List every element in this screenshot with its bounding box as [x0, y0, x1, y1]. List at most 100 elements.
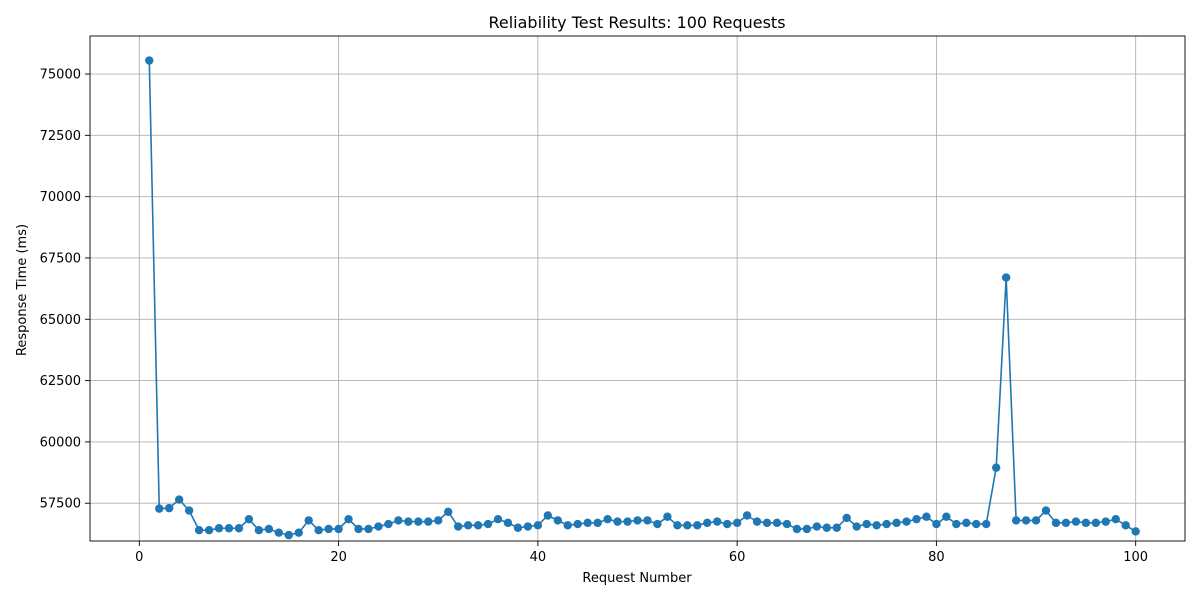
data-point [593, 518, 602, 528]
grid [90, 36, 1185, 541]
y-tick-label: 72500 [40, 129, 81, 144]
data-point [1001, 273, 1011, 282]
series-layer [145, 56, 1140, 540]
data-point [463, 521, 473, 530]
data-point [453, 522, 463, 531]
data-point [792, 524, 802, 534]
data-point [1121, 521, 1130, 530]
data-point [772, 518, 782, 528]
data-point [613, 517, 622, 526]
data-point [194, 526, 204, 535]
data-point [344, 514, 353, 524]
data-point [912, 514, 921, 524]
data-point [633, 516, 642, 525]
y-axis-ticks: 57500 60000 62500 65000 67500 70000 72500 75000 [40, 68, 90, 512]
data-point [503, 518, 513, 528]
data-point [752, 517, 762, 526]
data-point [384, 519, 393, 529]
data-point [404, 517, 413, 526]
data-point [573, 519, 582, 529]
data-point [424, 517, 433, 526]
data-point [972, 519, 981, 529]
y-axis-label: Response Time (ms) [15, 224, 30, 356]
data-point [493, 514, 503, 524]
data-point [1131, 527, 1140, 536]
data-point [1021, 516, 1031, 525]
data-point [155, 504, 164, 513]
data-point [354, 524, 363, 534]
data-point [742, 511, 752, 520]
x-axis-label: Request Number [582, 571, 692, 586]
data-point [683, 521, 692, 530]
data-point [852, 522, 861, 531]
y-tick-label: 57500 [40, 497, 81, 512]
data-point [523, 522, 533, 531]
data-point [822, 523, 832, 532]
data-point [165, 503, 174, 513]
data-point [434, 516, 443, 525]
data-point [543, 511, 553, 520]
data-point [653, 519, 662, 529]
y-tick-label: 65000 [40, 313, 81, 328]
data-point [284, 530, 293, 540]
x-tick-label: 60 [729, 550, 746, 565]
data-point [722, 519, 732, 529]
data-point [982, 519, 991, 529]
data-point [1011, 516, 1021, 525]
x-tick-label: 0 [135, 550, 143, 565]
data-point [703, 518, 712, 528]
y-tick-label: 67500 [40, 251, 81, 266]
x-tick-label: 80 [928, 550, 945, 565]
data-point [264, 524, 274, 534]
data-point [443, 507, 453, 517]
data-point [892, 518, 901, 528]
data-point [483, 519, 493, 529]
y-tick-label: 60000 [40, 435, 81, 450]
data-point [832, 523, 841, 532]
data-point [374, 522, 383, 531]
data-point [673, 521, 682, 530]
data-point [234, 524, 244, 533]
data-point [603, 514, 612, 524]
data-point [663, 512, 672, 521]
data-point [1101, 517, 1110, 526]
data-point [394, 516, 403, 525]
data-point [643, 516, 652, 525]
data-point [693, 521, 702, 530]
data-point [1061, 518, 1071, 528]
data-point [732, 518, 742, 528]
data-point [713, 517, 722, 526]
data-point [623, 517, 632, 526]
x-tick-label: 100 [1123, 550, 1148, 565]
data-point [174, 495, 184, 504]
data-point [294, 528, 303, 537]
data-point [1091, 518, 1101, 528]
data-point [1071, 517, 1081, 526]
data-point [414, 517, 423, 526]
data-point [304, 516, 313, 525]
y-tick-label: 75000 [40, 68, 81, 83]
data-point [922, 512, 931, 521]
y-tick-label: 70000 [40, 190, 81, 205]
data-point [513, 523, 523, 532]
x-axis-ticks: 0 20 40 60 80 100 [135, 541, 1148, 565]
data-point [324, 524, 333, 534]
data-point [364, 524, 373, 534]
x-tick-label: 40 [530, 550, 547, 565]
data-point [812, 522, 822, 531]
data-point [862, 519, 871, 529]
data-point [244, 514, 254, 524]
data-point [274, 528, 284, 537]
plot-frame [89, 35, 1186, 542]
data-point [842, 513, 851, 523]
data-point [204, 526, 214, 535]
data-point [872, 521, 881, 530]
data-point [583, 518, 592, 528]
data-point [314, 526, 323, 535]
data-point [762, 518, 772, 528]
data-point [1031, 516, 1041, 525]
data-point [533, 521, 543, 530]
chart-title: Reliability Test Results: 100 Requests [488, 13, 785, 32]
